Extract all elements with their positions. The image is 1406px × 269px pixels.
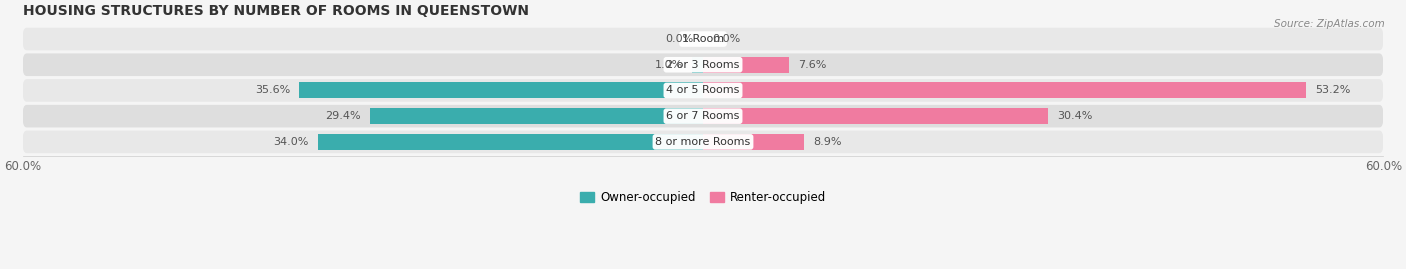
Bar <box>703 134 804 150</box>
Text: 0.0%: 0.0% <box>711 34 741 44</box>
Text: 29.4%: 29.4% <box>325 111 360 121</box>
Text: 4 or 5 Rooms: 4 or 5 Rooms <box>666 86 740 95</box>
Bar <box>318 134 703 150</box>
Legend: Owner-occupied, Renter-occupied: Owner-occupied, Renter-occupied <box>575 187 831 209</box>
Text: 0.0%: 0.0% <box>665 34 695 44</box>
Bar <box>703 83 1306 98</box>
FancyBboxPatch shape <box>22 79 1384 102</box>
Text: 35.6%: 35.6% <box>254 86 290 95</box>
Text: 1.0%: 1.0% <box>654 60 682 70</box>
FancyBboxPatch shape <box>22 28 1384 50</box>
Bar <box>703 57 789 73</box>
Text: 34.0%: 34.0% <box>273 137 308 147</box>
Bar <box>299 83 703 98</box>
Text: 8 or more Rooms: 8 or more Rooms <box>655 137 751 147</box>
Text: 30.4%: 30.4% <box>1057 111 1092 121</box>
FancyBboxPatch shape <box>22 130 1384 153</box>
Bar <box>703 108 1047 124</box>
Text: 2 or 3 Rooms: 2 or 3 Rooms <box>666 60 740 70</box>
Text: Source: ZipAtlas.com: Source: ZipAtlas.com <box>1274 19 1385 29</box>
Text: 6 or 7 Rooms: 6 or 7 Rooms <box>666 111 740 121</box>
FancyBboxPatch shape <box>22 105 1384 128</box>
Text: 1 Room: 1 Room <box>682 34 724 44</box>
Text: HOUSING STRUCTURES BY NUMBER OF ROOMS IN QUEENSTOWN: HOUSING STRUCTURES BY NUMBER OF ROOMS IN… <box>22 4 529 18</box>
Text: 7.6%: 7.6% <box>799 60 827 70</box>
Text: 8.9%: 8.9% <box>813 137 841 147</box>
FancyBboxPatch shape <box>22 54 1384 76</box>
Bar <box>370 108 703 124</box>
Text: 53.2%: 53.2% <box>1315 86 1351 95</box>
Bar <box>692 57 703 73</box>
